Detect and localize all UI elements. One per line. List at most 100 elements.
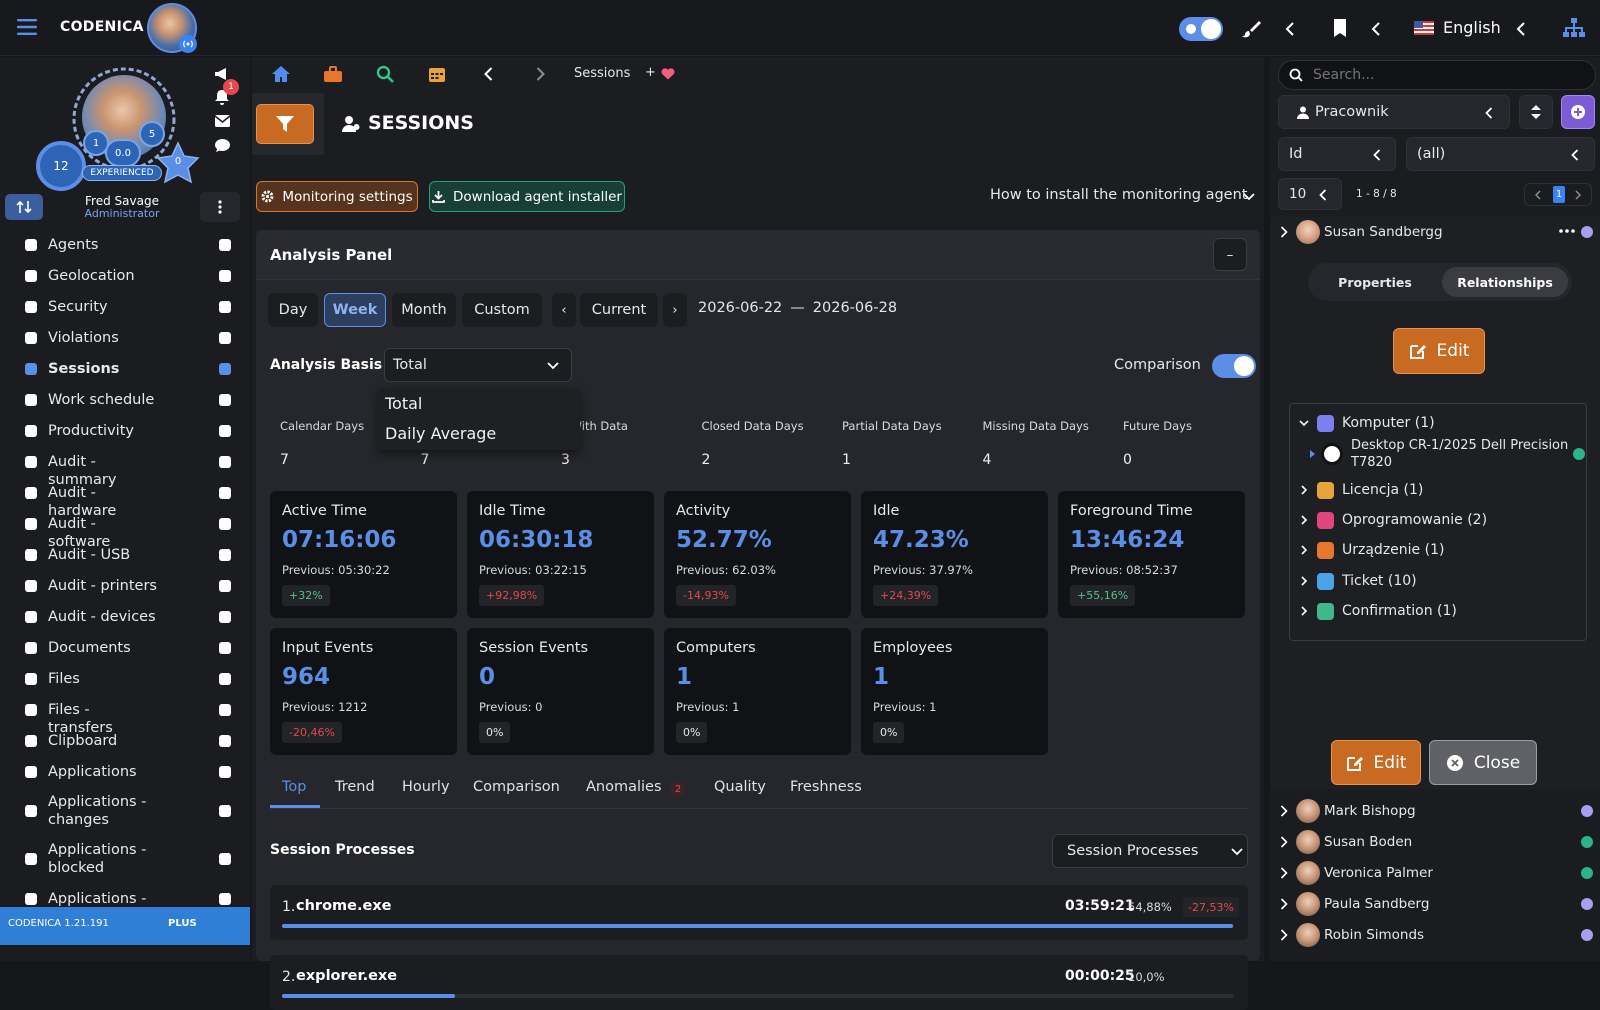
sidebar-item-sessions[interactable]: Sessions [0,353,250,385]
monitoring-settings-button[interactable]: Monitoring settings [256,181,418,212]
tree-item[interactable]: Licencja (1) [1297,478,1587,502]
sidebar-item-work-schedule[interactable]: Work schedule [0,384,250,416]
sidebar-item-audit-usb[interactable]: Audit - USB [0,539,250,571]
tab-relationships[interactable]: Relationships [1442,267,1568,297]
period-next-button[interactable]: › [663,293,687,327]
sidebar-item-violations[interactable]: Violations [0,322,250,354]
process-row[interactable]: 1. chrome.exe 03:59:21 54,88% -27,53% [270,885,1248,940]
theme-toggle[interactable] [1179,17,1223,41]
selected-person-row[interactable]: Susan Sandbergg [1276,218,1596,246]
search-input[interactable] [1313,67,1573,83]
page-size-select[interactable]: 10 [1278,178,1342,210]
sidebar-item-applications-blocked[interactable]: Applications - blocked [0,835,250,883]
chevron-left-icon[interactable] [1282,18,1298,40]
tree-item[interactable]: Desktop CR-1/2025 Dell Precision T7820 [1297,436,1587,472]
language-selector[interactable]: English [1443,18,1501,37]
person-row[interactable]: Mark Bishopg [1276,797,1596,825]
download-agent-button[interactable]: Download agent installer [429,181,625,212]
calendar-icon[interactable] [426,64,448,84]
filter-button[interactable] [256,104,314,144]
tree-item[interactable]: Urządzenie (1) [1297,538,1587,562]
bookmark-icon[interactable] [1330,17,1350,39]
sidebar-item-security[interactable]: Security [0,291,250,323]
process-row[interactable]: 2. explorer.exe 00:00:25 10,0% [270,955,1248,1010]
mail-icon[interactable] [213,112,231,130]
person-row[interactable]: Veronica Palmer [1276,859,1596,887]
period-week-button[interactable]: Week [324,293,386,327]
tab-top[interactable]: Top [282,779,307,795]
sidebar-item-applications-changes[interactable]: Applications - changes [0,787,250,835]
tab-quality[interactable]: Quality [714,779,766,795]
home-icon[interactable] [270,64,292,84]
dropdown-option-daily-average[interactable]: Daily Average [385,424,497,443]
period-month-button[interactable]: Month [392,293,456,327]
period-prev-button[interactable]: ‹ [552,293,576,327]
analysis-basis-select[interactable]: Total [384,348,572,382]
chat-icon[interactable] [213,136,231,154]
sidebar-item-audit-devices[interactable]: Audit - devices [0,601,250,633]
edit-button[interactable]: Edit [1331,740,1421,785]
tab-properties[interactable]: Properties [1338,274,1412,290]
session-processes-select[interactable]: Session Processes [1052,834,1248,868]
sidebar-item-audit-printers[interactable]: Audit - printers [0,570,250,602]
period-custom-button[interactable]: Custom [462,293,542,327]
brush-icon[interactable] [1240,18,1262,40]
chevron-left-icon[interactable] [1368,18,1384,40]
filter-field-select[interactable]: Id [1278,137,1396,171]
sidebar-item-audit-hardware[interactable]: Audit - hardware [0,477,250,519]
install-guide-toggle[interactable]: How to install the monitoring agent [990,187,1248,203]
tree-item[interactable]: Confirmation (1) [1297,599,1587,623]
sidebar-item-productivity[interactable]: Productivity [0,415,250,447]
heart-icon[interactable] [660,66,676,82]
toolbox-icon[interactable] [322,64,344,84]
tree-item[interactable]: Komputer (1) [1297,411,1587,435]
filter-value-select[interactable]: (all) [1406,137,1595,171]
chevron-down-icon[interactable] [1242,190,1256,204]
tree-item[interactable]: Ticket (10) [1297,569,1587,593]
add-favorite-button[interactable]: + [645,65,656,80]
swap-role-button[interactable] [5,194,43,220]
sidebar-item-agents[interactable]: Agents [0,229,250,261]
sidebar-item-files[interactable]: Files [0,663,250,695]
person-row[interactable]: Susan Boden [1276,828,1596,856]
sidebar-item-applications[interactable]: Applications [0,756,250,788]
back-icon[interactable] [480,64,496,84]
sidebar-item-clipboard[interactable]: Clipboard [0,725,250,757]
tab-freshness[interactable]: Freshness [790,779,862,795]
bell-icon[interactable] [213,88,231,106]
sidebar-item-geolocation[interactable]: Geolocation [0,260,250,292]
more-options-button[interactable] [200,192,240,222]
top-avatar[interactable] [147,3,197,53]
close-button[interactable]: Close [1429,740,1537,785]
megaphone-icon[interactable] [213,65,231,83]
period-day-button[interactable]: Day [268,293,318,327]
forward-icon[interactable] [532,64,548,84]
page-current[interactable]: 1 [1553,186,1565,203]
hamburger-menu-icon[interactable] [16,16,38,38]
comparison-toggle[interactable] [1212,354,1256,378]
entity-select[interactable]: Pracownik [1278,95,1510,129]
add-record-button[interactable] [1561,95,1595,129]
dropdown-option-total[interactable]: Total [385,394,423,413]
sidebar-item-documents[interactable]: Documents [0,632,250,664]
sort-button[interactable] [1519,95,1553,129]
sidebar-item-audit-summary[interactable]: Audit - summary [0,446,250,488]
search-icon[interactable] [374,64,396,84]
tab-comparison[interactable]: Comparison [473,779,560,795]
sidebar-item-audit-software[interactable]: Audit - software [0,508,250,550]
tab-trend[interactable]: Trend [335,779,375,795]
collapse-panel-button[interactable]: – [1213,238,1247,271]
person-row[interactable]: Paula Sandberg [1276,890,1596,918]
sidebar-item-applications[interactable]: Applications - [0,883,250,915]
chevron-left-icon[interactable] [1513,18,1529,40]
tree-item[interactable]: Oprogramowanie (2) [1297,508,1587,532]
edit-relationships-button[interactable]: Edit [1393,328,1485,374]
sitemap-icon[interactable] [1562,17,1586,39]
person-row[interactable]: Robin Simonds [1276,921,1596,949]
period-current-button[interactable]: Current [580,293,658,327]
breadcrumb-current[interactable]: Sessions [574,66,631,81]
tab-anomalies[interactable]: Anomalies [586,779,662,795]
search-box[interactable] [1278,60,1596,90]
sidebar-item-files-transfers[interactable]: Files - transfers [0,694,250,736]
tab-hourly[interactable]: Hourly [402,779,450,795]
